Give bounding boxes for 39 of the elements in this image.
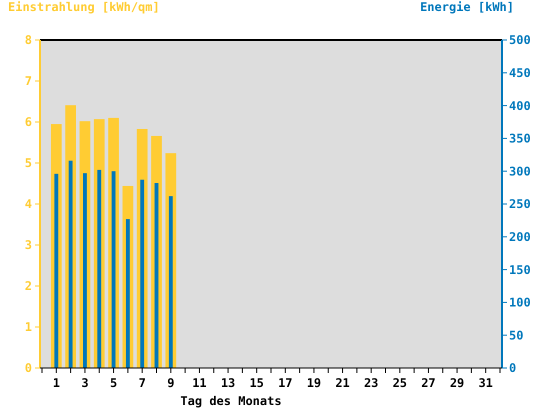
x-tick-label: 23 [364, 376, 378, 390]
y-tick-label: 2 [24, 279, 32, 294]
y-tick-label: 3 [24, 238, 32, 252]
x-tick-label: 1 [52, 376, 60, 390]
y2-tick-label: 300 [509, 164, 531, 178]
y2-tick-label: 500 [509, 33, 531, 48]
y-tick-label: 6 [24, 115, 32, 130]
y-tick-label: 0 [24, 361, 32, 376]
x-tick-label: 11 [192, 376, 207, 390]
x-tick-label: 27 [421, 376, 436, 390]
x-tick-label: 29 [450, 376, 464, 390]
x-tick-label: 19 [306, 376, 322, 390]
y2-tick-label: 0 [509, 361, 516, 376]
y2-tick-label: 50 [509, 328, 524, 342]
y-tick-label: 1 [24, 320, 32, 334]
x-tick-label: 25 [392, 376, 408, 390]
y2-tick-label: 400 [509, 98, 531, 113]
x-axis-title: Tag des Monats [180, 394, 282, 408]
y-axis-title: Einstrahlung [kWh/qm] [8, 0, 160, 14]
y2-tick-label: 150 [509, 262, 531, 277]
x-tick-label: 21 [335, 376, 350, 390]
x-tick-label: 7 [138, 376, 146, 390]
y2-tick-label: 350 [509, 132, 531, 146]
x-tick-label: 31 [478, 376, 493, 390]
y2-tick-label: 450 [509, 66, 531, 80]
y-tick-label: 8 [24, 33, 32, 48]
y-tick-label: 5 [24, 156, 32, 170]
x-tick-label: 5 [110, 376, 118, 390]
x-tick-label: 13 [220, 376, 236, 390]
y2-axis-title: Energie [kWh] [420, 0, 514, 14]
y2-tick-label: 250 [509, 197, 531, 212]
x-tick-label: 15 [249, 376, 264, 390]
y-tick-label: 4 [24, 197, 32, 212]
x-tick-label: 3 [81, 376, 89, 390]
y2-tick-label: 100 [509, 296, 531, 310]
x-tick-label: 17 [278, 376, 293, 390]
y2-tick-label: 200 [509, 230, 531, 244]
y-tick-label: 7 [24, 74, 32, 88]
x-tick-label: 9 [167, 376, 174, 390]
